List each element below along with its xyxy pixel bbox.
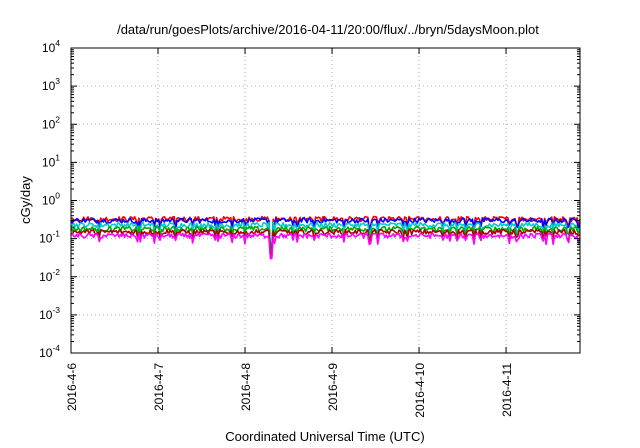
y-tick-label: 10-4 — [39, 343, 60, 360]
y-tick-label: 102 — [42, 114, 60, 131]
y-axis-label: cGy/day — [18, 176, 33, 224]
x-tick-label: 2016-4-7 — [152, 363, 166, 411]
y-tick-label: 103 — [42, 76, 60, 93]
x-tick-label: 2016-4-6 — [65, 363, 79, 411]
x-tick-label: 2016-4-8 — [239, 363, 253, 411]
gridlines — [71, 48, 580, 353]
series-line-6 — [70, 232, 581, 260]
series-group — [70, 215, 581, 260]
y-tick-label: 100 — [42, 191, 60, 208]
x-axis-ticks: 2016-4-6 2016-4-7 2016-4-8 2016-4-9 2016-4-1… — [65, 48, 514, 418]
chart-title: /data/run/goesPlots/archive/2016-04-11/2… — [117, 22, 539, 37]
y-tick-label: 10-1 — [39, 229, 60, 246]
y-tick-label: 101 — [42, 152, 60, 169]
x-axis-label: Coordinated Universal Time (UTC) — [225, 429, 424, 444]
series-line-5 — [70, 228, 581, 257]
series-line-4 — [70, 225, 581, 255]
x-tick-label: 2016-4-9 — [326, 363, 340, 411]
y-tick-label: 10-2 — [39, 267, 60, 284]
y-axis-ticks: 10-4 10-3 10-2 10-1 100 101 102 103 104 — [39, 38, 580, 360]
x-tick-label: 2016-4-10 — [413, 363, 427, 418]
y-tick-label: 104 — [42, 38, 60, 55]
y-tick-label: 10-3 — [39, 305, 60, 322]
x-tick-label: 2016-4-11 — [500, 363, 514, 417]
